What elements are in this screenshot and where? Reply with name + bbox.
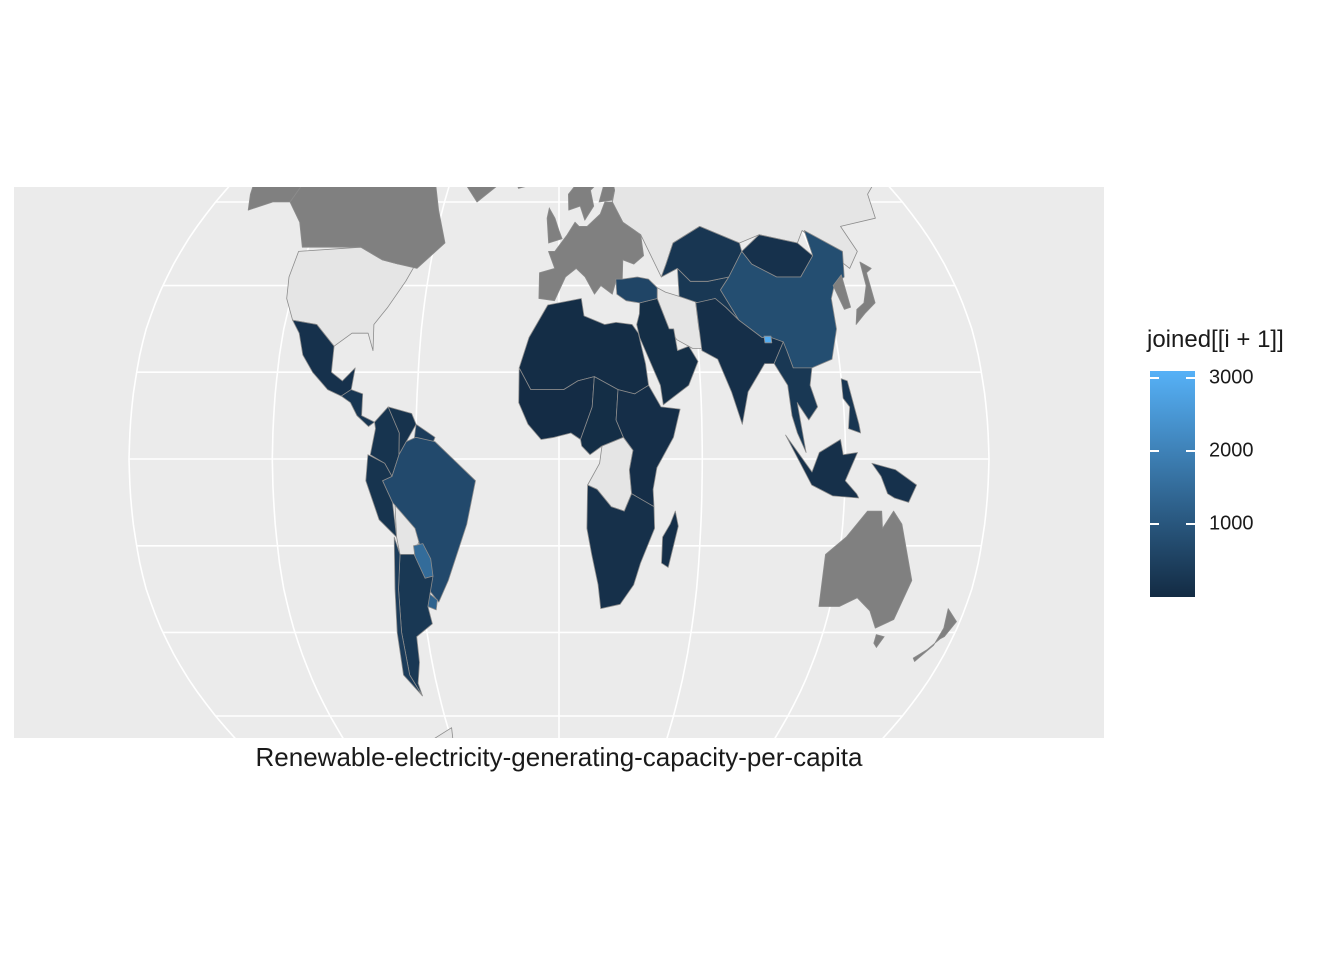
legend-tick-label: 3000	[1209, 366, 1254, 389]
map-caption: Renewable-electricity-generating-capacit…	[255, 742, 863, 772]
map-panel	[14, 187, 1104, 738]
region-antarctica	[434, 727, 454, 738]
region-scandinavia	[568, 187, 595, 221]
region-southeast-asia	[773, 341, 818, 453]
region-turkey	[615, 276, 658, 304]
region-uk	[546, 206, 563, 244]
region-bhutan	[763, 335, 773, 344]
legend-tick-label: 1000	[1209, 512, 1254, 535]
region-central-africa	[580, 376, 624, 456]
region-finland	[598, 187, 616, 203]
region-greenland	[466, 187, 497, 203]
region-southern-africa	[586, 484, 655, 609]
world-map	[14, 187, 1104, 738]
region-chile	[393, 536, 423, 697]
region-new-guinea	[871, 462, 917, 503]
region-new-zealand	[912, 608, 957, 662]
region-canada	[289, 187, 446, 269]
legend-colorbar	[1150, 371, 1195, 597]
region-alaska	[247, 187, 302, 211]
region-australia	[818, 510, 913, 629]
region-europe	[538, 201, 644, 302]
region-ecuador-peru	[365, 454, 397, 538]
region-philippines	[840, 378, 861, 434]
legend-tick-label: 2000	[1209, 439, 1254, 462]
region-middle-east	[636, 298, 699, 406]
region-tasmania	[873, 634, 885, 649]
graticule-meridian	[128, 187, 236, 738]
region-korea	[832, 274, 851, 310]
graticule-meridian	[882, 187, 990, 738]
region-japan	[855, 261, 876, 325]
region-indonesia	[785, 434, 860, 499]
region-madagascar	[661, 510, 679, 568]
region-east-africa	[615, 384, 681, 508]
region-iceland	[517, 187, 526, 189]
color-legend: joined[[i + 1]] 3000 2000 1000	[1147, 326, 1337, 616]
legend-title: joined[[i + 1]]	[1147, 326, 1284, 353]
